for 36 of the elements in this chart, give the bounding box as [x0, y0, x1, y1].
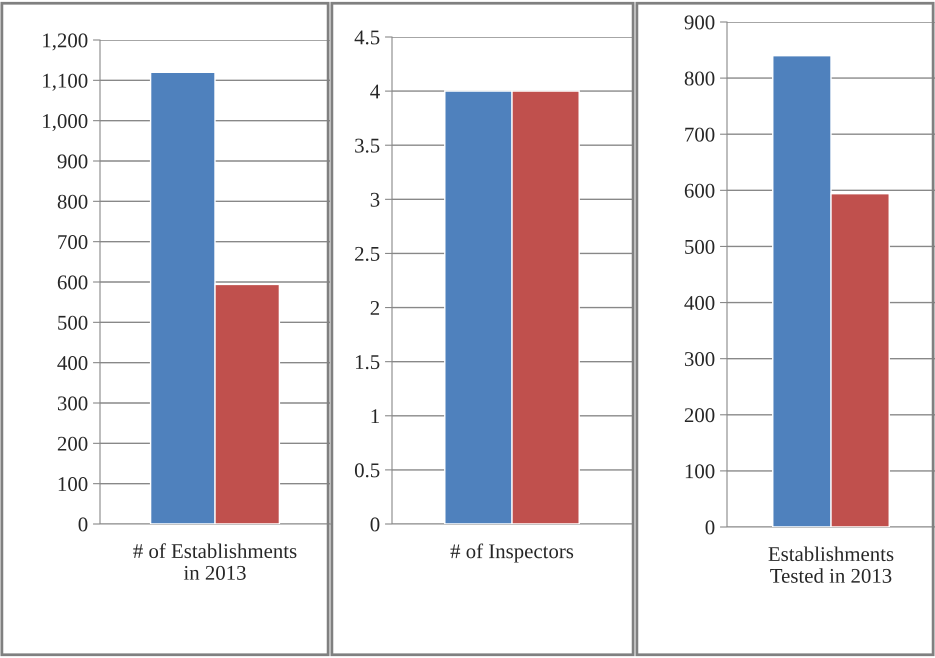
- y-tick-label: 4: [370, 84, 380, 98]
- y-tick-label: 0: [370, 517, 380, 532]
- y-tick-label: 500: [58, 316, 88, 330]
- y-tick-label: 300: [684, 352, 714, 366]
- x-tick-label: Establishments Tested in 2013: [768, 546, 894, 583]
- y-tick-label: 700: [58, 235, 88, 250]
- y-tick-label: 300: [58, 396, 88, 410]
- y-tick-label: 3: [370, 192, 380, 207]
- y-tick-label: 1: [372, 409, 379, 424]
- y-tick-label: 600: [58, 275, 88, 290]
- x-tick-label: # of Establishments in 2013: [133, 543, 296, 580]
- y-tick-label: 100: [58, 477, 88, 492]
- y-tick-label: 700: [685, 128, 714, 142]
- y-tick-label: 500: [685, 240, 714, 254]
- y-tick-label: 200: [58, 436, 88, 451]
- y-tick-label: 3.5: [355, 138, 380, 153]
- y-tick-label: 0.5: [354, 463, 380, 478]
- y-tick-label: 800: [684, 71, 714, 86]
- y-tick-label: 200: [684, 408, 714, 422]
- y-tick-label: 100: [686, 464, 714, 478]
- y-tick-label: 900: [684, 15, 714, 30]
- y-tick-label: 0: [78, 517, 88, 532]
- y-tick-label: 2: [370, 300, 380, 315]
- y-tick-label: 900: [58, 154, 88, 168]
- y-tick-label: 1.5: [356, 355, 380, 370]
- y-tick-label: 800: [58, 194, 88, 209]
- y-tick-label: 4.5: [354, 30, 380, 45]
- y-tick-label: 600: [684, 184, 714, 198]
- y-tick-label: 2.5: [355, 246, 380, 261]
- y-tick-label: 0: [706, 520, 714, 534]
- y-tick-label: 400: [684, 296, 714, 310]
- y-tick-label: 400: [57, 356, 88, 370]
- y-tick-label: 1,200: [43, 33, 88, 50]
- y-tick-label: 1,100: [43, 74, 88, 91]
- y-tick-label: 1,000: [43, 114, 88, 132]
- x-tick-label: # of Inspectors: [450, 543, 574, 563]
